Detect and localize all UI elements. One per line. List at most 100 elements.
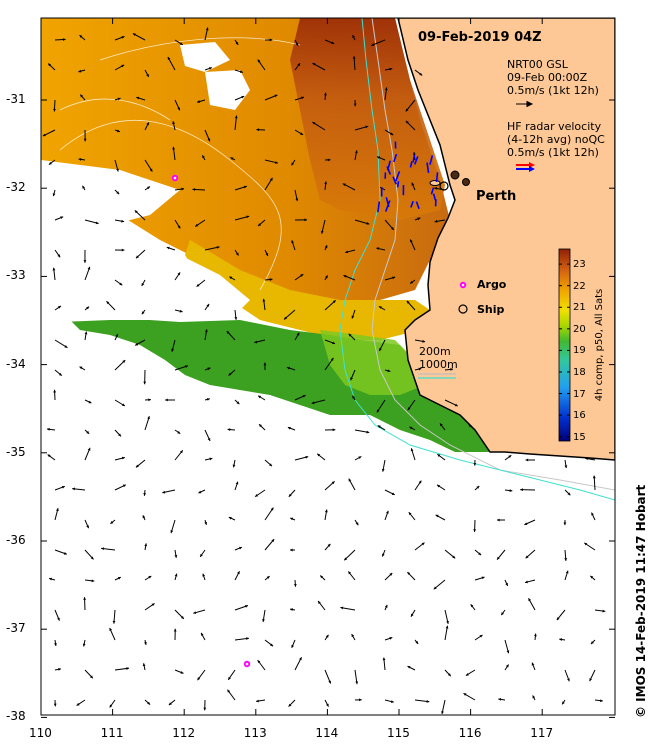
current-arrow <box>409 279 416 284</box>
current-arrow <box>204 27 209 41</box>
current-arrow <box>174 669 184 674</box>
current-arrow <box>166 246 176 251</box>
current-arrow <box>264 159 279 164</box>
current-arrow <box>414 542 425 551</box>
current-arrow <box>437 453 446 461</box>
current-arrow <box>324 634 329 641</box>
current-arrow <box>324 480 335 491</box>
radar-arrow <box>432 193 437 201</box>
current-arrow <box>343 274 356 281</box>
cloud-gap-4 <box>180 42 230 72</box>
current-arrow <box>114 97 121 101</box>
current-arrow <box>289 608 296 611</box>
current-arrow <box>114 159 119 172</box>
legend-model-text: NRT00 GSL 09-Feb 00:00Z 0.5m/s (1kt 12h) <box>507 58 599 97</box>
current-arrow <box>142 515 146 521</box>
current-arrow <box>340 606 356 611</box>
current-arrow <box>234 309 238 320</box>
current-arrow <box>294 62 301 71</box>
current-arrow <box>52 189 56 197</box>
current-arrow <box>174 573 178 581</box>
current-arrow <box>345 249 356 254</box>
plot-frame <box>40 17 616 716</box>
current-arrow <box>434 219 446 223</box>
current-arrow <box>109 699 116 708</box>
x-tick-label: 114 <box>315 726 339 740</box>
current-arrow <box>351 633 356 641</box>
current-arrow <box>228 369 236 376</box>
current-arrow <box>101 547 116 551</box>
current-arrow <box>110 519 116 525</box>
current-arrow <box>263 362 267 371</box>
colorbar-label: 4h comp, p50, All Sats <box>594 288 605 402</box>
current-arrow <box>474 549 482 556</box>
current-arrow <box>54 485 66 491</box>
radar-arrow <box>386 166 392 175</box>
current-arrow <box>234 604 249 611</box>
current-arrow <box>378 305 386 311</box>
current-arrow <box>354 429 370 434</box>
current-arrow <box>134 210 146 221</box>
current-arrow <box>378 339 386 352</box>
current-arrow <box>204 367 211 371</box>
current-arrow <box>384 87 388 101</box>
current-arrow <box>254 339 266 344</box>
current-arrow <box>79 366 86 371</box>
current-arrow <box>84 306 90 311</box>
current-arrow <box>376 247 386 251</box>
current-arrow <box>83 249 87 263</box>
current-arrow <box>114 36 125 41</box>
radar-arrow <box>429 155 434 165</box>
current-arrow <box>264 538 275 551</box>
current-arrow <box>589 669 596 682</box>
colorbar <box>558 248 571 442</box>
current-arrow <box>563 519 567 526</box>
current-arrow <box>254 489 266 498</box>
current-arrow <box>192 188 206 191</box>
cloud-gap-2 <box>41 160 180 235</box>
current-arrow <box>204 397 210 401</box>
current-arrow <box>204 129 211 142</box>
current-arrow <box>324 275 328 281</box>
current-arrow <box>441 699 446 715</box>
colorbar-tick-label: 23 <box>573 259 586 271</box>
current-arrow <box>444 399 458 407</box>
current-arrow <box>525 549 536 559</box>
isobath-200m <box>371 18 615 491</box>
current-arrow <box>167 56 176 71</box>
current-arrow <box>47 63 56 71</box>
current-arrow <box>134 339 146 346</box>
current-arrow <box>144 575 152 581</box>
y-tick-label: -37 <box>6 621 26 636</box>
current-arrow <box>504 664 509 671</box>
current-arrow <box>143 489 147 496</box>
argo-marker-2 <box>243 660 251 668</box>
x-tick-label: 111 <box>100 726 124 740</box>
radar-arrow <box>410 200 414 208</box>
legend-radar-line-2: (4-12h avg) noQC <box>507 133 605 146</box>
current-arrow <box>531 662 536 671</box>
current-arrow <box>144 639 147 646</box>
current-arrow <box>202 573 206 581</box>
current-arrow <box>444 609 449 624</box>
current-arrow <box>52 267 56 281</box>
current-arrow <box>172 146 176 161</box>
current-arrow <box>197 669 206 681</box>
current-arrow <box>381 459 386 472</box>
current-arrow <box>286 366 296 371</box>
current-arrow <box>381 549 386 557</box>
legend-ship-symbol <box>458 304 468 314</box>
current-arrow <box>234 69 244 74</box>
current-arrow <box>504 579 509 587</box>
current-arrow <box>312 62 326 71</box>
radar-arrow <box>413 156 419 165</box>
current-arrow <box>84 399 92 404</box>
current-arrow <box>54 38 66 41</box>
hf-radar-arrows <box>377 141 439 213</box>
current-arrow <box>324 181 328 191</box>
current-arrow <box>200 632 206 641</box>
current-arrow <box>324 699 329 707</box>
current-arrow <box>114 667 130 671</box>
current-arrow <box>144 699 151 705</box>
